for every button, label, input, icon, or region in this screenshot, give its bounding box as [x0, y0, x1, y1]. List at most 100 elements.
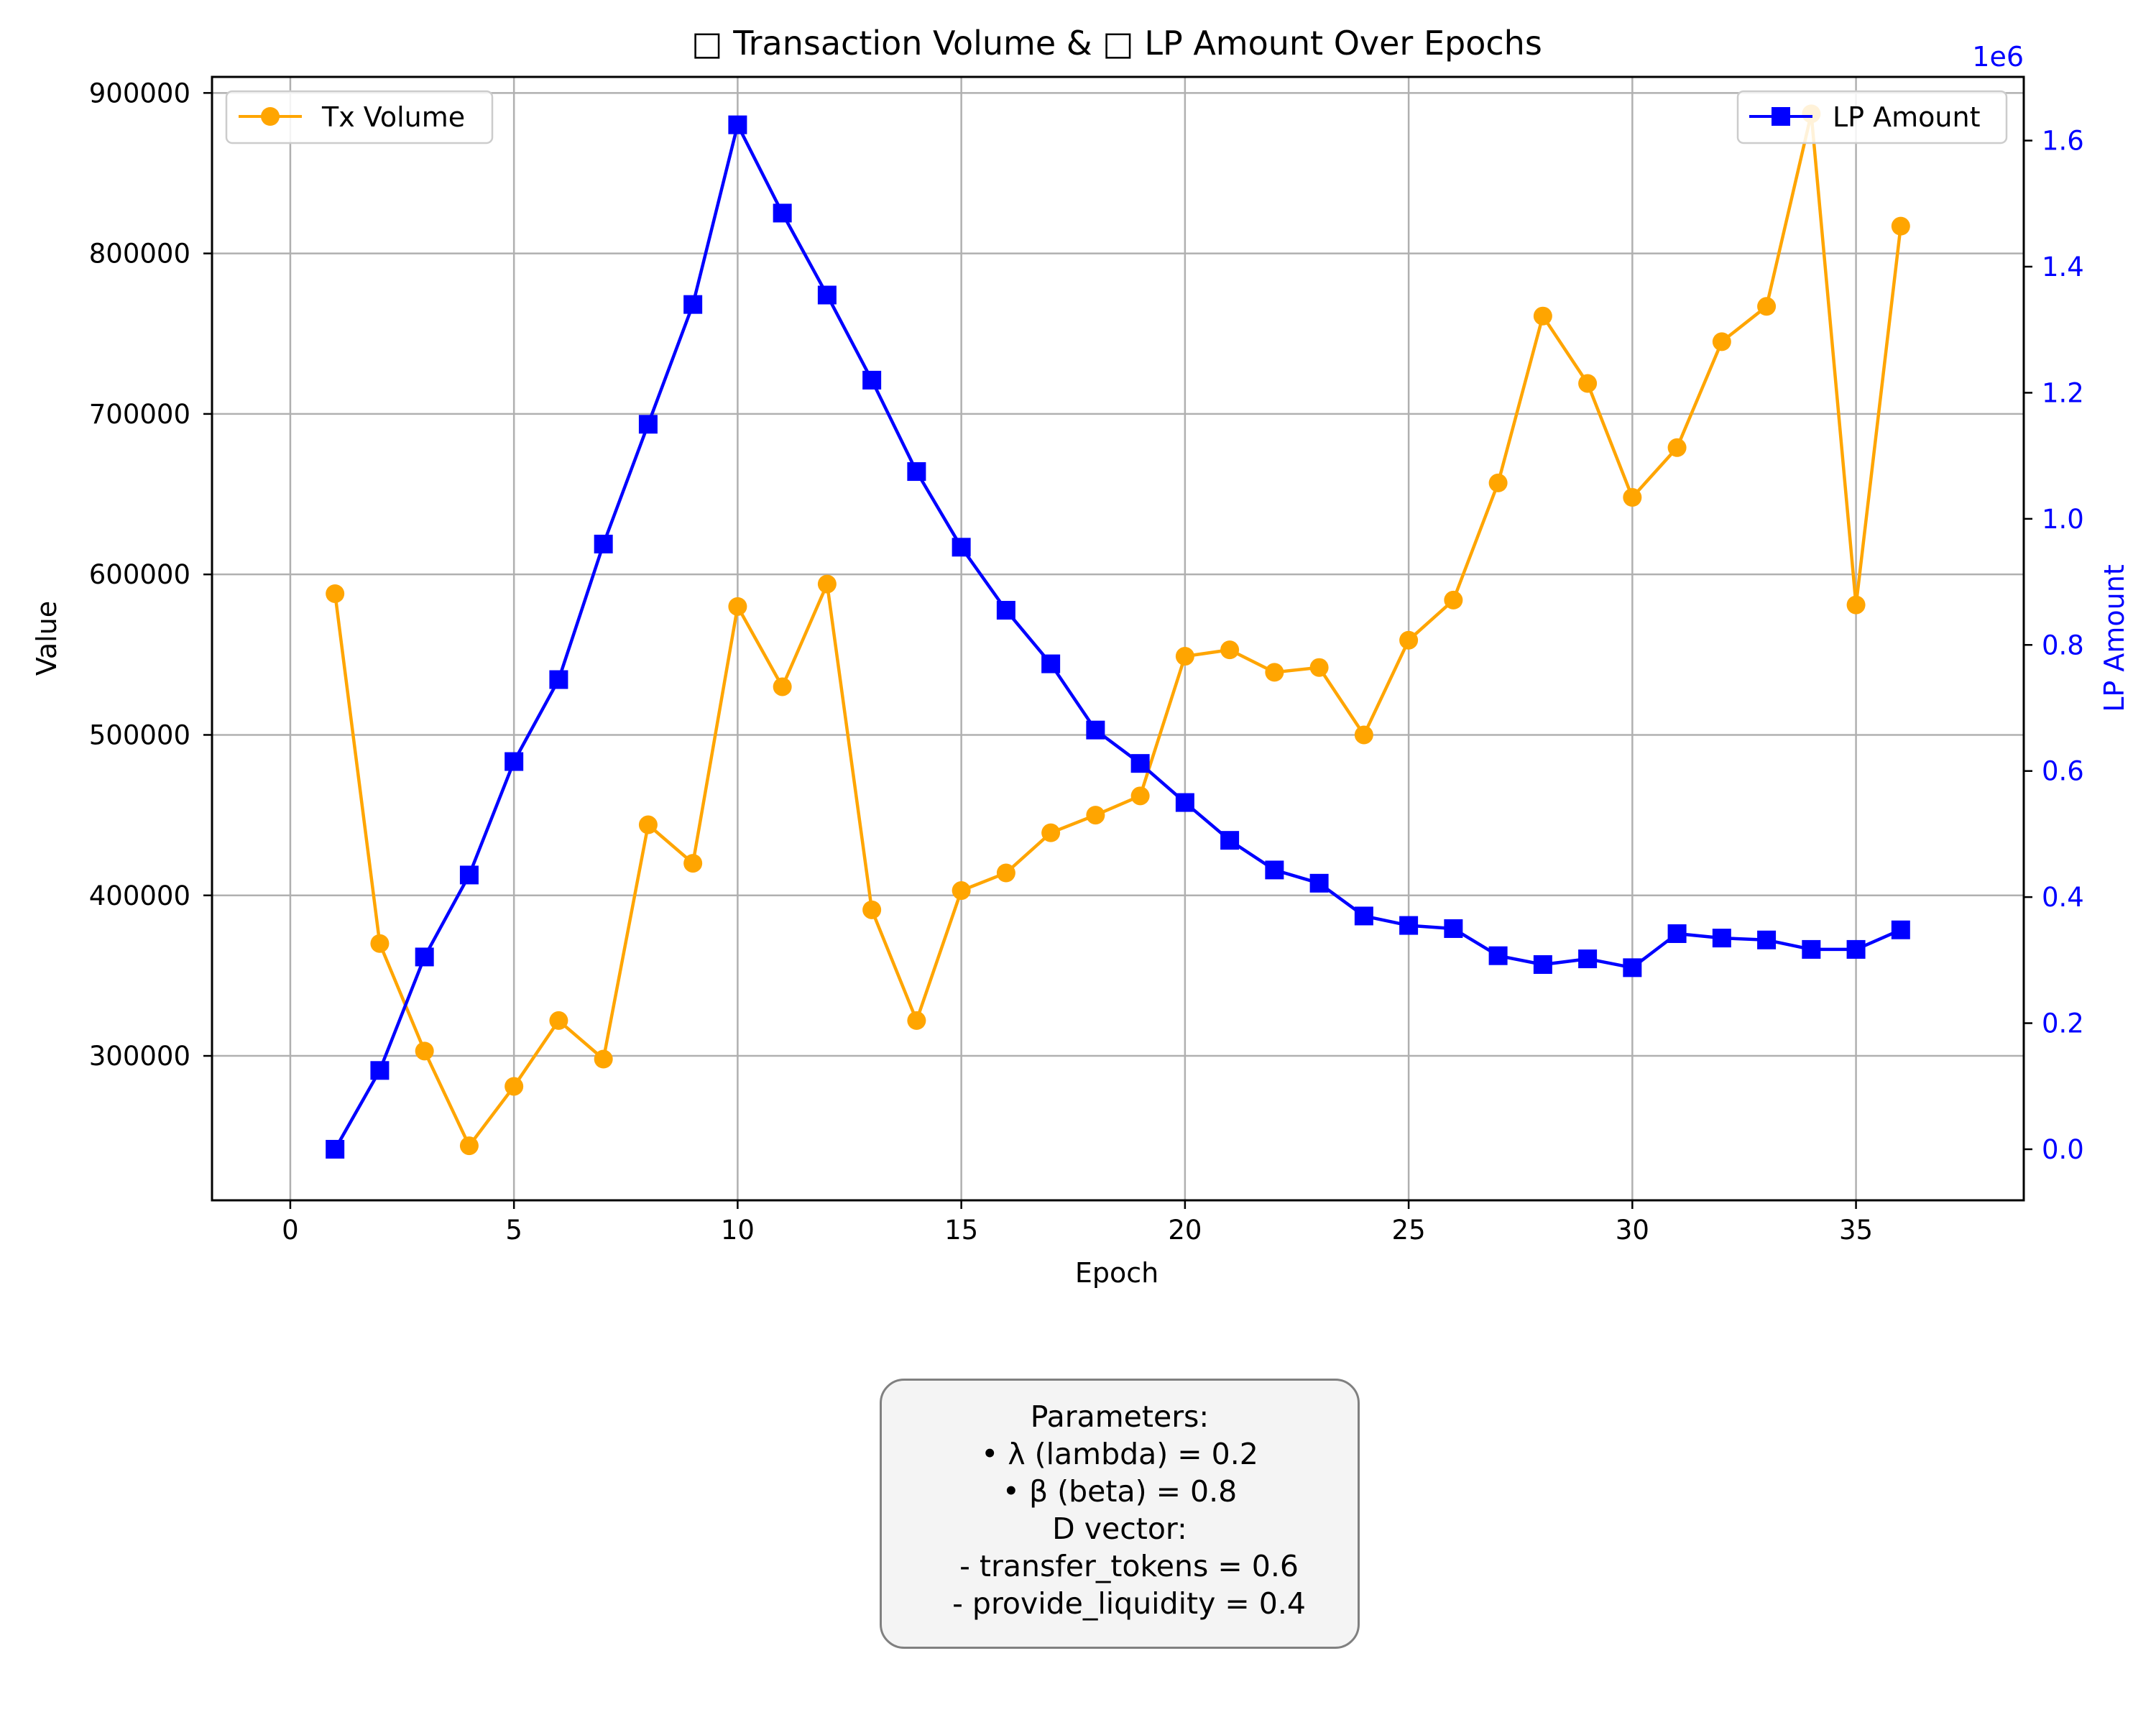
- ticks: 0 5 10 15 20 25 30 35 300000 400000 500000 600000 70…: [89, 78, 2084, 1246]
- data-point-lp-amount: [773, 203, 792, 223]
- data-point-lp-amount: [1354, 906, 1373, 926]
- right-axis-offset-label: 1e6: [1972, 41, 2024, 73]
- y-tick-label-right: 0.4: [2042, 882, 2084, 913]
- data-point-lp-amount: [1623, 958, 1642, 978]
- grid: [212, 77, 2024, 1200]
- x-tick-label: 10: [721, 1215, 755, 1246]
- data-point-tx-volume: [1265, 663, 1284, 682]
- data-point-tx-volume: [459, 1136, 479, 1156]
- data-point-tx-volume: [1757, 297, 1777, 316]
- y-tick-label-left: 900000: [89, 78, 190, 109]
- data-point-lp-amount: [1891, 920, 1910, 939]
- y-tick-label-right: 0.6: [2042, 756, 2084, 787]
- data-point-tx-volume: [1175, 647, 1194, 666]
- data-point-tx-volume: [1846, 595, 1866, 615]
- y-tick-label-right: 1.2: [2042, 377, 2084, 408]
- data-point-tx-volume: [594, 1049, 613, 1069]
- x-tick-label: 15: [944, 1215, 978, 1246]
- data-point-tx-volume: [907, 1011, 926, 1030]
- data-point-tx-volume: [415, 1041, 434, 1061]
- y-tick-label-right: 1.0: [2042, 504, 2084, 535]
- y-tick-label-left: 300000: [89, 1041, 190, 1072]
- legend-lp-amount: LP Amount: [1736, 90, 2008, 144]
- data-point-lp-amount: [952, 538, 971, 557]
- parameters-line: - transfer_tokens = 0.6: [941, 1549, 1299, 1583]
- data-point-tx-volume: [773, 677, 792, 696]
- data-point-lp-amount: [1444, 919, 1463, 938]
- data-point-lp-amount: [1220, 831, 1240, 850]
- data-point-tx-volume: [1488, 473, 1508, 492]
- data-point-tx-volume: [1578, 374, 1598, 393]
- data-point-lp-amount: [817, 285, 837, 305]
- data-point-tx-volume: [1667, 438, 1687, 457]
- data-point-lp-amount: [996, 601, 1015, 620]
- data-point-tx-volume: [1354, 725, 1373, 745]
- legend-label-lp-amount: LP Amount: [1833, 101, 1981, 133]
- legend-frame-left: [225, 90, 494, 144]
- x-axis-label: Epoch: [1075, 1257, 1158, 1289]
- data-point-tx-volume: [1086, 806, 1105, 825]
- data-point-tx-volume: [1623, 488, 1642, 507]
- series-line-tx-volume: [333, 112, 1903, 1148]
- data-point-lp-amount: [326, 1139, 345, 1159]
- parameters-line: D vector:: [1052, 1512, 1187, 1546]
- x-tick-label: 30: [1616, 1215, 1649, 1246]
- data-point-lp-amount: [1712, 929, 1731, 948]
- x-tick-label: 0: [282, 1215, 299, 1246]
- y-tick-label-left: 800000: [89, 239, 190, 270]
- data-point-tx-volume: [1309, 658, 1329, 677]
- data-point-tx-volume: [817, 574, 837, 594]
- data-point-lp-amount: [1757, 930, 1777, 949]
- y-axis-label-left: Value: [31, 601, 63, 676]
- parameters-box: Parameters: • λ (lambda) = 0.2 • β (beta…: [880, 1379, 1360, 1649]
- data-point-lp-amount: [594, 534, 613, 553]
- data-point-lp-amount: [1533, 954, 1552, 974]
- data-point-tx-volume: [1712, 332, 1731, 351]
- legend-label-tx-volume: Tx Volume: [321, 101, 465, 133]
- data-point-tx-volume: [1444, 590, 1463, 610]
- x-tick-label: 25: [1392, 1215, 1426, 1246]
- y-tick-label-left: 600000: [89, 559, 190, 590]
- x-tick-label: 35: [1839, 1215, 1873, 1246]
- data-point-tx-volume: [505, 1077, 524, 1096]
- data-point-lp-amount: [1265, 860, 1284, 880]
- data-point-tx-volume: [1041, 823, 1061, 842]
- series-layer: [326, 104, 1910, 1159]
- chart-title: □ Transaction Volume & □ LP Amount Over …: [691, 24, 1542, 63]
- data-point-tx-volume: [683, 854, 703, 873]
- data-point-lp-amount: [1309, 873, 1329, 893]
- data-point-lp-amount: [1041, 654, 1061, 673]
- data-point-tx-volume: [1891, 216, 1910, 236]
- data-point-tx-volume: [996, 863, 1015, 883]
- legend-marker-tx-volume: [261, 107, 280, 126]
- data-point-lp-amount: [1667, 924, 1687, 943]
- data-point-lp-amount: [415, 947, 434, 967]
- data-point-tx-volume: [1130, 786, 1150, 806]
- y-tick-label-right: 0.8: [2042, 630, 2084, 661]
- parameters-line: Parameters:: [1030, 1399, 1210, 1434]
- legend-frame-right: [1736, 90, 2008, 144]
- y-tick-label-left: 700000: [89, 399, 190, 430]
- parameters-line: • β (beta) = 0.8: [1002, 1474, 1238, 1509]
- data-point-tx-volume: [370, 934, 390, 953]
- legend-tx-volume: Tx Volume: [225, 90, 494, 144]
- y-tick-label-left: 400000: [89, 880, 190, 911]
- data-point-lp-amount: [1399, 916, 1419, 935]
- y-tick-label-right: 0.0: [2042, 1134, 2084, 1165]
- data-point-lp-amount: [1175, 793, 1194, 812]
- data-point-lp-amount: [1846, 939, 1866, 959]
- x-tick-label: 5: [505, 1215, 522, 1246]
- data-point-tx-volume: [1220, 640, 1240, 660]
- data-point-tx-volume: [728, 597, 747, 616]
- data-point-lp-amount: [370, 1061, 390, 1080]
- data-point-tx-volume: [1399, 630, 1419, 650]
- y-tick-label-left: 500000: [89, 719, 190, 750]
- data-point-tx-volume: [1533, 306, 1552, 326]
- data-point-lp-amount: [549, 670, 568, 689]
- series-line-lp-amount: [333, 123, 1902, 1151]
- data-point-lp-amount: [728, 115, 747, 134]
- data-point-lp-amount: [1802, 939, 1821, 959]
- y-tick-label-right: 0.2: [2042, 1008, 2084, 1039]
- y-tick-label-right: 1.4: [2042, 252, 2084, 282]
